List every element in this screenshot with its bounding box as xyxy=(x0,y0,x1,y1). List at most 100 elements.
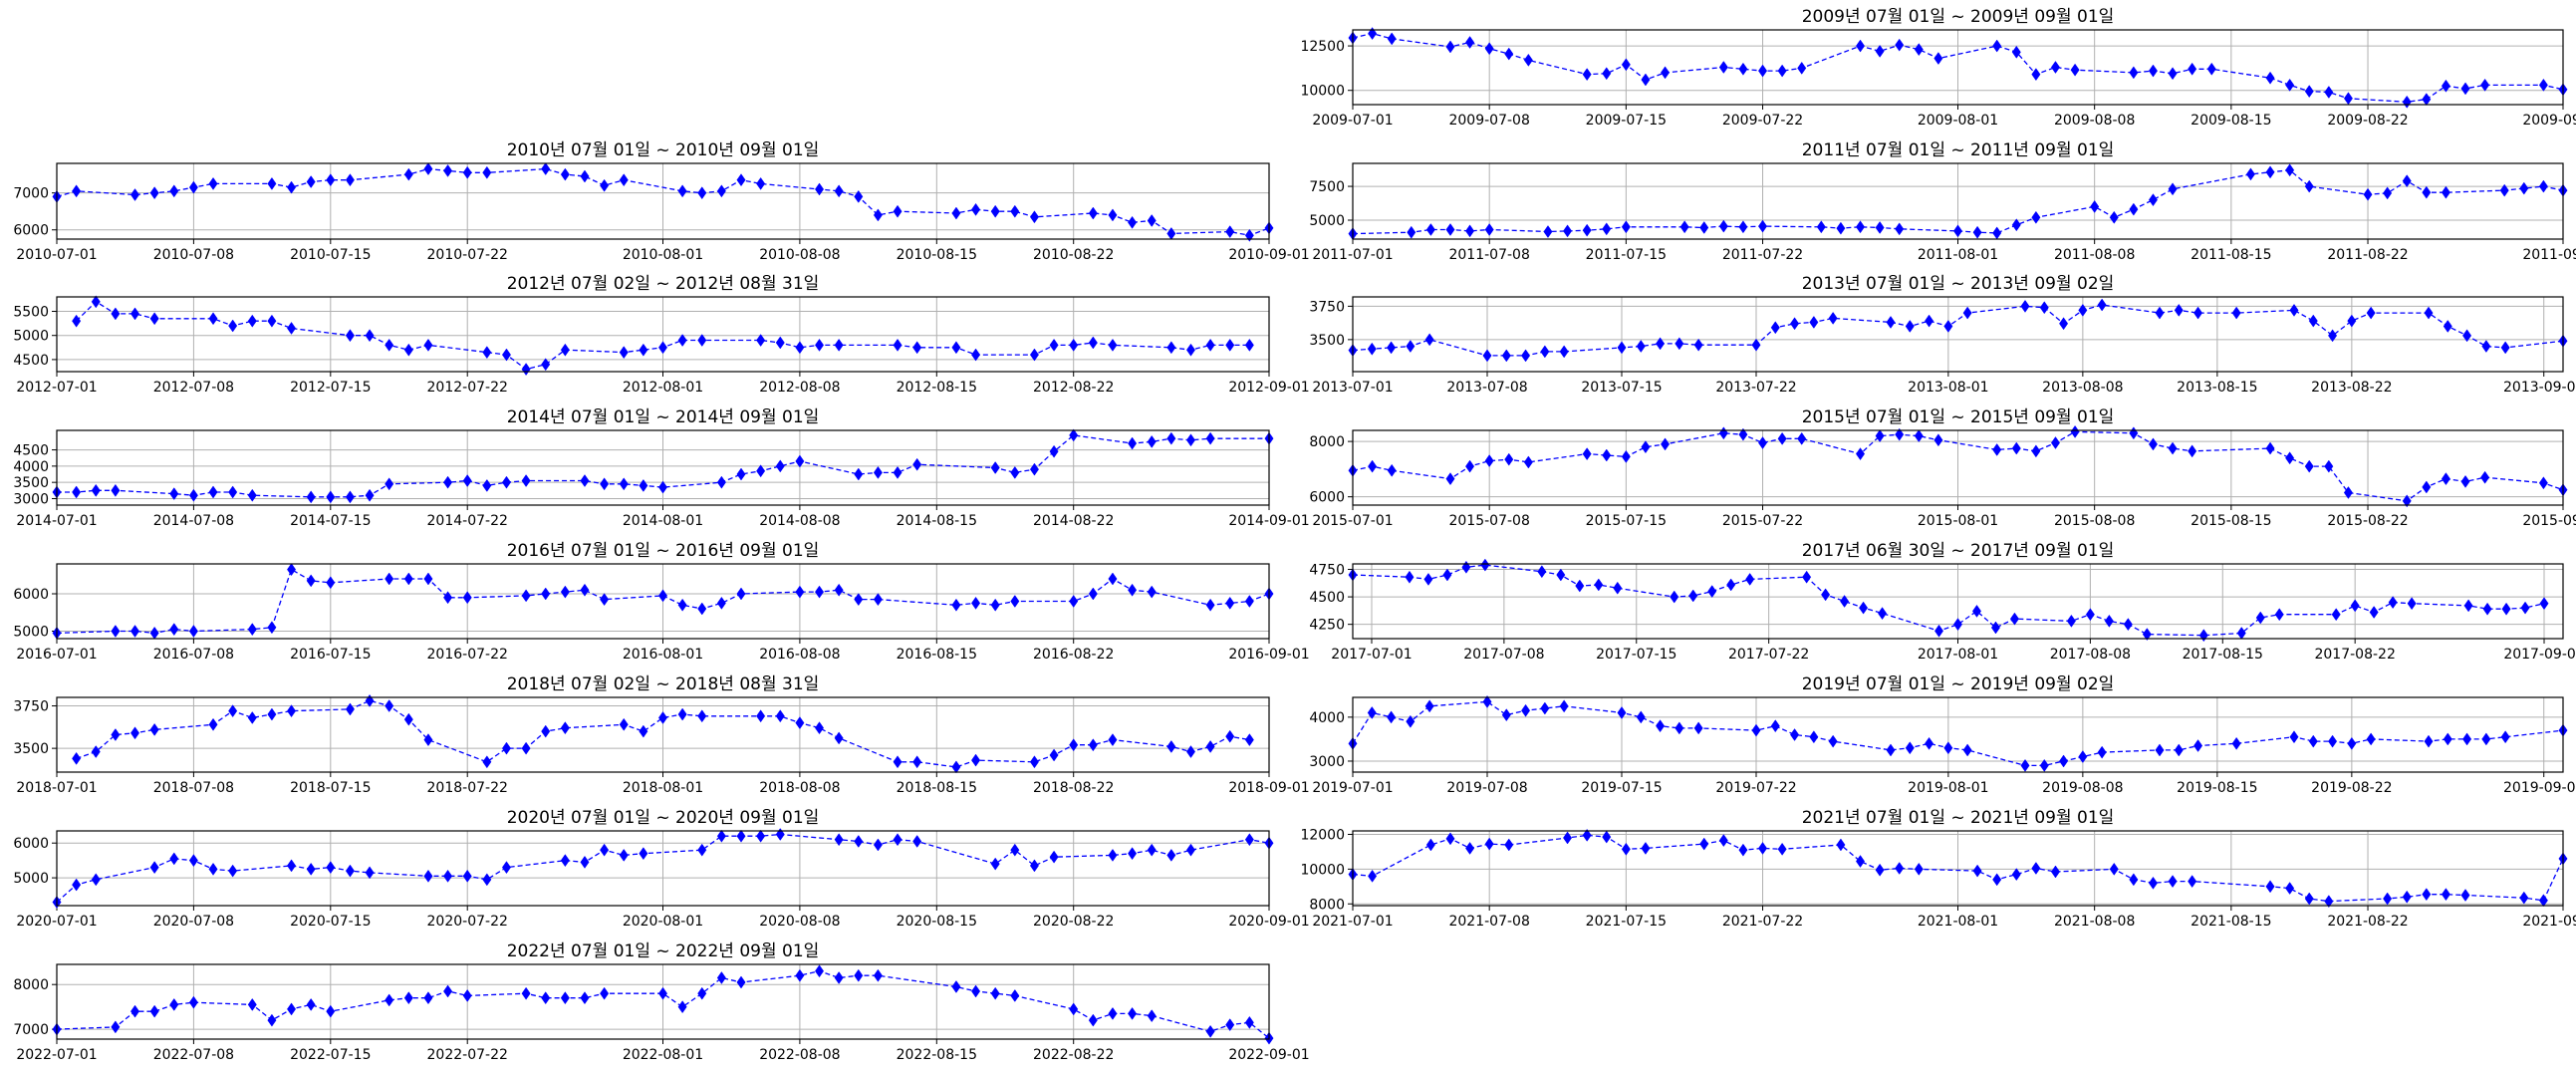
data-point xyxy=(326,490,336,504)
data-point xyxy=(2308,734,2318,748)
x-tick-label: 2022-07-22 xyxy=(427,1047,508,1063)
data-point xyxy=(1679,220,1689,234)
x-tick-label: 2021-08-22 xyxy=(2327,914,2408,930)
chart-panel-2020: 2020년 07월 01일 ~ 2020년 09월 01일 2020-07-01 2… xyxy=(13,808,1309,930)
data-point xyxy=(2460,82,2470,96)
data-point xyxy=(521,986,531,1000)
data-point xyxy=(2265,165,2275,179)
x-tick-label: 2019-09-01 xyxy=(2503,780,2576,796)
x-tick-label: 2018-07-01 xyxy=(16,780,97,796)
data-point xyxy=(1406,340,1416,353)
series-line xyxy=(1352,430,2564,502)
data-point xyxy=(1128,215,1138,229)
data-point xyxy=(1751,338,1761,352)
data-point xyxy=(815,721,825,735)
data-point xyxy=(951,760,961,774)
chart-title: 2020년 07월 01일 ~ 2020년 09월 01일 xyxy=(507,808,820,828)
plot-frame xyxy=(56,429,1270,506)
chart-title: 2019년 07월 01일 ~ 2019년 09월 02일 xyxy=(1802,674,2115,694)
data-point xyxy=(990,598,1000,612)
y-tick-label: 3000 xyxy=(13,491,49,507)
x-tick-label: 2017-08-01 xyxy=(1918,647,1998,663)
data-point xyxy=(1185,745,1195,758)
data-point xyxy=(1205,598,1215,612)
data-point xyxy=(893,465,902,479)
x-tick-label: 2015-09-01 xyxy=(2522,513,2576,529)
data-point xyxy=(2168,182,2178,196)
data-point xyxy=(1836,221,1846,235)
x-tick-label: 2015-08-22 xyxy=(2327,513,2408,529)
data-point xyxy=(228,485,238,499)
data-point xyxy=(2085,608,2095,622)
data-point xyxy=(1147,585,1157,599)
data-point xyxy=(600,593,610,607)
data-point xyxy=(208,176,218,190)
data-point xyxy=(2324,895,2334,909)
data-point xyxy=(501,475,511,489)
data-point xyxy=(423,869,433,883)
y-tick-label: 4000 xyxy=(1309,710,1345,726)
data-point xyxy=(2422,480,2432,494)
data-point xyxy=(188,488,198,502)
data-point xyxy=(1895,38,1905,52)
x-tick-label: 2014-08-08 xyxy=(759,513,840,529)
plot-frame xyxy=(1352,296,2564,373)
chart-panel-2013: 2013년 07월 01일 ~ 2013년 09월 02일 2013-07-01 2… xyxy=(1309,274,2576,396)
data-point xyxy=(1602,448,1612,462)
data-point xyxy=(1368,27,1378,41)
data-point xyxy=(657,480,668,494)
data-point xyxy=(697,602,707,616)
data-point xyxy=(2231,736,2241,750)
data-point xyxy=(677,598,687,612)
data-point xyxy=(2304,892,2314,906)
x-tick-label: 2018-08-01 xyxy=(623,780,703,796)
data-point xyxy=(619,173,629,187)
data-point xyxy=(91,745,101,758)
y-tick-label: 4500 xyxy=(1309,590,1345,606)
data-point xyxy=(501,861,511,875)
data-point xyxy=(1387,710,1397,724)
x-tick-label: 2009-07-15 xyxy=(1586,113,1667,129)
data-point xyxy=(2538,78,2548,92)
data-point xyxy=(1445,223,1455,236)
data-point xyxy=(1699,221,1709,234)
data-point xyxy=(2129,202,2139,216)
data-point xyxy=(1693,721,1703,735)
data-point xyxy=(2148,64,2158,78)
y-tick-label: 3500 xyxy=(13,475,49,491)
data-point xyxy=(423,572,433,586)
x-tick-label: 2017-08-08 xyxy=(2050,647,2131,663)
data-point xyxy=(2304,459,2314,473)
data-point xyxy=(1738,220,1748,234)
data-point xyxy=(2255,611,2265,625)
data-point xyxy=(287,322,297,335)
data-point xyxy=(443,475,453,489)
data-point xyxy=(2059,317,2069,331)
data-point xyxy=(580,583,590,597)
data-point xyxy=(657,986,668,1000)
data-point xyxy=(91,295,101,309)
data-point xyxy=(2155,743,2165,757)
data-point xyxy=(1856,220,1866,234)
data-point xyxy=(1758,64,1768,78)
chart-panel-2021: 2021년 07월 01일 ~ 2021년 09월 01일 2021-07-01 2… xyxy=(1300,808,2576,930)
x-tick-label: 2009-08-22 xyxy=(2327,113,2408,129)
plot-frame xyxy=(56,296,1270,373)
data-point xyxy=(443,163,453,177)
data-point xyxy=(1205,431,1215,445)
data-point xyxy=(2097,745,2107,759)
x-tick-label: 2017-09-01 xyxy=(2503,647,2576,663)
x-tick-label: 2013-08-15 xyxy=(2177,380,2257,396)
data-point xyxy=(2031,68,2041,82)
data-point xyxy=(2366,306,2376,320)
plot-frame xyxy=(1352,162,2564,240)
data-point xyxy=(1859,601,1869,615)
data-point xyxy=(521,363,531,377)
x-tick-label: 2021-07-22 xyxy=(1722,914,1803,930)
data-point xyxy=(1925,314,1934,328)
data-point xyxy=(560,854,570,868)
chart-title: 2012년 07월 02일 ~ 2012년 08월 31일 xyxy=(507,274,820,294)
data-point xyxy=(72,184,82,198)
data-point xyxy=(756,829,766,843)
data-point xyxy=(1758,436,1768,449)
